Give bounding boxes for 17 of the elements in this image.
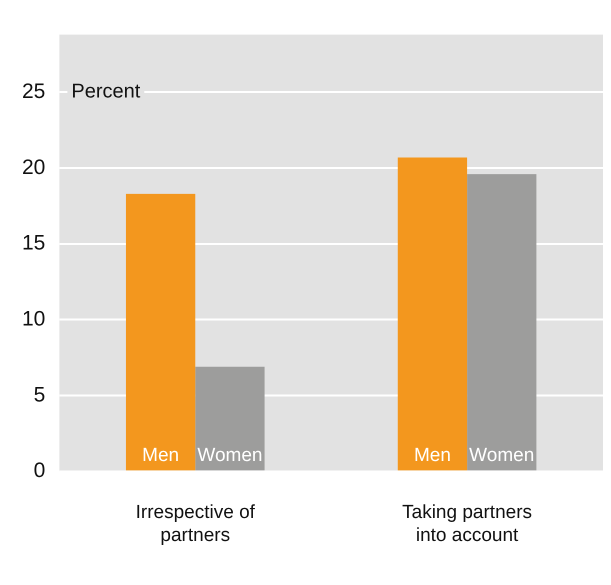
bar xyxy=(467,174,536,470)
series-label: Men xyxy=(142,445,180,466)
bar xyxy=(126,194,196,470)
y-axis-title: Percent xyxy=(71,80,141,103)
y-tick-label: 5 xyxy=(34,383,46,406)
y-tick-label: 25 xyxy=(22,80,46,104)
y-tick-label: 0 xyxy=(34,459,46,482)
text: Men xyxy=(414,445,451,466)
text: Women xyxy=(469,445,534,466)
y-tick-label: 20 xyxy=(22,156,46,179)
bar xyxy=(195,366,265,470)
bar xyxy=(398,157,468,470)
y-tick-label: 15 xyxy=(22,232,46,255)
x-tick-label: Taking partners into account xyxy=(402,502,532,546)
x-tick-label: Irrespective of partners xyxy=(136,502,256,546)
series-label: Women xyxy=(197,445,262,466)
y-tick-label: 10 xyxy=(22,308,46,331)
